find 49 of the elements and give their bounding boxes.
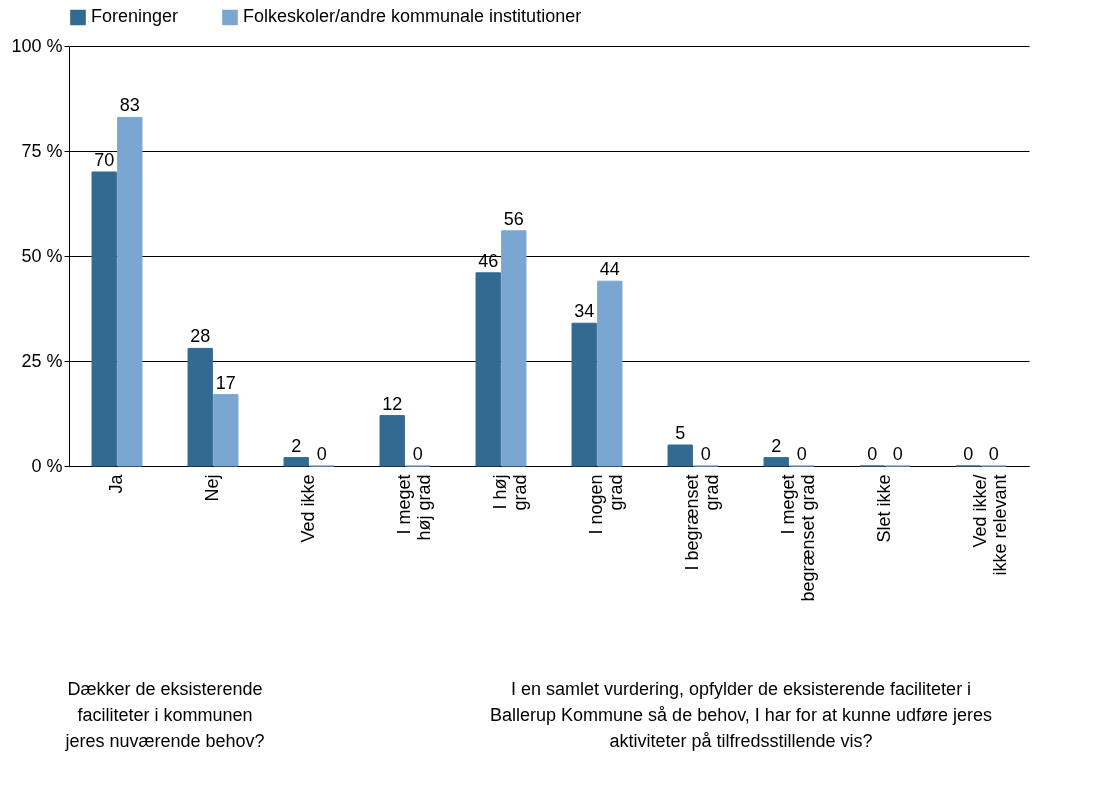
x-tick-label: Ja	[106, 473, 126, 494]
data-label: 0	[796, 444, 807, 464]
y-tick-label: 75 %	[21, 140, 63, 161]
bar	[597, 280, 623, 467]
y-tick-label: 100 %	[11, 35, 63, 56]
bar	[283, 457, 309, 467]
data-label: 0	[988, 444, 999, 464]
x-tick-label: Nej	[202, 474, 222, 502]
data-label: 0	[316, 444, 327, 464]
bar	[379, 415, 405, 467]
y-tick-label: 25 %	[21, 350, 63, 371]
text: I en samlet vurdering, opfylder de eksisterende faciliteter i Ballerup Kommune så de behov, I har for at kunne udføre jeres aktiviteter på tilfredsstillende vis?	[490, 679, 992, 751]
data-label: 2	[291, 435, 302, 456]
data-label: 12	[382, 393, 403, 414]
legend-label: Foreninger	[91, 6, 179, 27]
text: Dækker de eksisterende faciliteter i kommunen jeres nuværende behov?	[64, 679, 265, 751]
bar	[501, 230, 527, 467]
bar	[667, 444, 693, 467]
data-label: 2	[771, 435, 782, 456]
data-label: 0	[867, 444, 878, 464]
y-tick-label: 50 %	[21, 245, 63, 266]
bar	[213, 394, 239, 467]
bar	[91, 171, 117, 467]
legend-label: Folkeskoler/andre kommunale institutioner	[243, 6, 582, 27]
data-label: 56	[503, 208, 524, 229]
x-tick-label: I nogen grad	[586, 474, 626, 535]
data-label: 44	[599, 259, 620, 280]
data-label: 0	[892, 444, 903, 464]
data-label: 17	[215, 372, 236, 393]
bar	[571, 322, 597, 467]
bar	[475, 272, 501, 467]
data-label: 0	[412, 444, 423, 464]
bar	[763, 457, 789, 467]
data-label: 0	[963, 444, 974, 464]
data-label: 70	[94, 150, 115, 170]
data-label: 83	[119, 95, 140, 116]
x-tick-label: I begrænset grad	[682, 474, 722, 571]
data-label: 5	[675, 423, 686, 443]
x-tick-label: Ved ikke	[298, 474, 318, 543]
data-label: 28	[190, 326, 211, 347]
x-tick-label: I høj grad	[490, 474, 530, 511]
bar	[117, 116, 143, 467]
y-tick-label: 0 %	[31, 455, 63, 476]
data-label: 0	[700, 444, 711, 464]
x-tick-label: Ved ikke/ ikke relevant	[970, 474, 1010, 576]
data-label: 34	[574, 301, 595, 322]
x-tick-label: Slet ikke	[874, 474, 894, 543]
bar	[187, 347, 213, 467]
x-tick-label: I meget høj grad	[394, 474, 434, 541]
